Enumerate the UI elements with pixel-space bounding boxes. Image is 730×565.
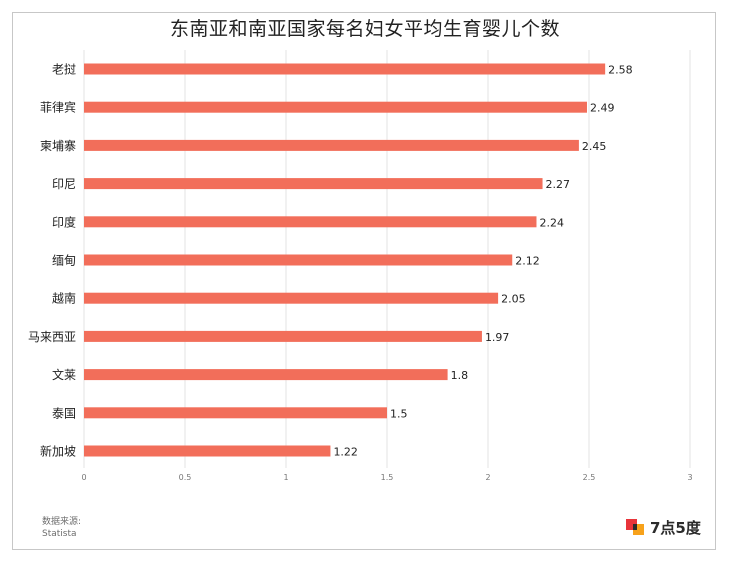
bar <box>84 254 513 266</box>
x-tick-label: 1.5 <box>381 473 394 482</box>
category-label: 印度 <box>52 214 76 229</box>
bar <box>84 101 587 113</box>
bar <box>84 330 482 342</box>
brand-mark-icon <box>626 519 644 535</box>
brand-logo: 7点5度 <box>626 514 701 540</box>
data-label: 2.58 <box>608 64 633 77</box>
x-tick-label: 0 <box>81 473 86 482</box>
category-label: 马来西亚 <box>28 330 76 344</box>
bar <box>84 178 543 190</box>
category-label: 印尼 <box>52 177 76 191</box>
data-label: 1.5 <box>390 407 408 420</box>
category-label: 文莱 <box>52 367 76 382</box>
x-tick-label: 1 <box>283 473 288 482</box>
chart-frame <box>12 12 716 550</box>
category-label: 缅甸 <box>52 254 76 268</box>
bar <box>84 369 448 381</box>
data-label: 1.22 <box>333 446 358 459</box>
source-label: 数据来源: <box>42 517 82 527</box>
data-label: 2.24 <box>539 216 564 229</box>
category-label: 泰国 <box>52 406 76 420</box>
data-label: 1.97 <box>485 331 510 344</box>
x-tick-label: 2.5 <box>583 473 596 482</box>
data-label: 2.05 <box>501 293 525 306</box>
source-name: Statista <box>42 529 77 539</box>
bar <box>84 445 331 457</box>
chart-title: 东南亚和南亚国家每名妇女平均生育婴儿个数 <box>169 18 560 40</box>
bar <box>84 216 537 228</box>
x-tick-label: 2 <box>485 473 490 482</box>
x-tick-label: 0.5 <box>179 473 192 482</box>
data-source: 数据来源: Statista <box>42 516 81 540</box>
data-label: 2.27 <box>546 178 571 191</box>
category-label: 菲律宾 <box>40 100 76 115</box>
bar <box>84 292 499 304</box>
brand-name: 7点5度 <box>650 518 701 537</box>
data-label: 1.8 <box>451 369 469 382</box>
data-label: 2.45 <box>582 140 607 153</box>
category-label: 新加坡 <box>40 444 76 459</box>
category-label: 越南 <box>52 291 76 306</box>
x-tick-label: 3 <box>687 473 692 482</box>
bar <box>84 63 606 75</box>
data-label: 2.12 <box>515 255 540 268</box>
category-label: 老挝 <box>52 63 76 77</box>
category-label: 柬埔寨 <box>40 138 76 153</box>
bar <box>84 407 387 419</box>
data-label: 2.49 <box>590 102 615 115</box>
bar <box>84 139 579 151</box>
